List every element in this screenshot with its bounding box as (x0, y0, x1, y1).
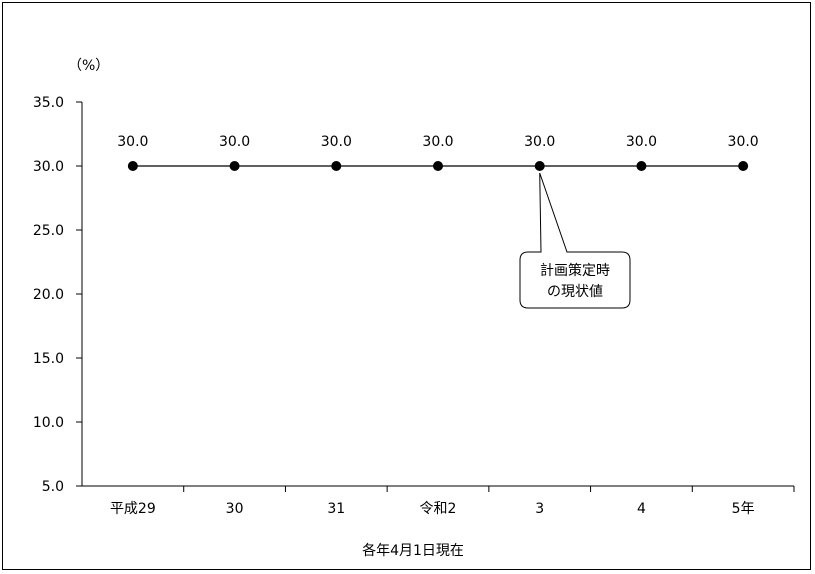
x-tick-label: 31 (327, 501, 345, 517)
data-point-marker (127, 161, 138, 171)
y-axis-unit-label: （%） (68, 58, 109, 74)
y-axis-ticks: 35.0 30.0 25.0 20.0 15.0 10.0 5.0 (33, 95, 82, 495)
series-markers (127, 161, 749, 171)
x-tick-label: 令和2 (420, 501, 457, 517)
x-tick-label: 5年 (732, 501, 755, 517)
data-point-marker (738, 161, 749, 171)
data-label: 30.0 (626, 134, 657, 150)
data-label: 30.0 (728, 134, 759, 150)
y-tick-label: 30.0 (33, 159, 64, 175)
x-tick-label: 3 (535, 501, 544, 517)
x-axis-title: 各年4月1日現在 (362, 543, 464, 559)
data-point-marker (229, 161, 240, 171)
x-axis-ticks: 平成29 30 31 令和2 3 4 5年 (110, 486, 795, 517)
callout-text-line-2: の現状値 (547, 284, 603, 300)
data-point-marker (331, 161, 342, 171)
annotation-callout: 計画策定時 の現状値 (519, 172, 631, 309)
x-tick-label: 平成29 (110, 501, 156, 517)
data-point-marker (534, 161, 545, 171)
x-tick-label: 30 (226, 501, 244, 517)
data-labels: 30.0 30.0 30.0 30.0 30.0 30.0 30.0 (117, 134, 758, 150)
callout-bubble (519, 172, 631, 309)
data-point-marker (636, 161, 647, 171)
data-label: 30.0 (219, 134, 250, 150)
y-tick-label: 10.0 (33, 415, 64, 431)
x-tick-label: 4 (637, 501, 646, 517)
y-tick-label: 15.0 (33, 351, 64, 367)
y-tick-label: 25.0 (33, 223, 64, 239)
data-label: 30.0 (524, 134, 555, 150)
callout-text-line-1: 計画策定時 (540, 262, 610, 279)
data-label: 30.0 (117, 134, 148, 150)
data-point-marker (433, 161, 443, 171)
y-tick-label: 20.0 (33, 287, 64, 303)
data-label: 30.0 (321, 134, 352, 150)
y-tick-label: 5.0 (42, 479, 64, 495)
data-label: 30.0 (422, 134, 453, 150)
y-tick-label: 35.0 (33, 95, 64, 111)
